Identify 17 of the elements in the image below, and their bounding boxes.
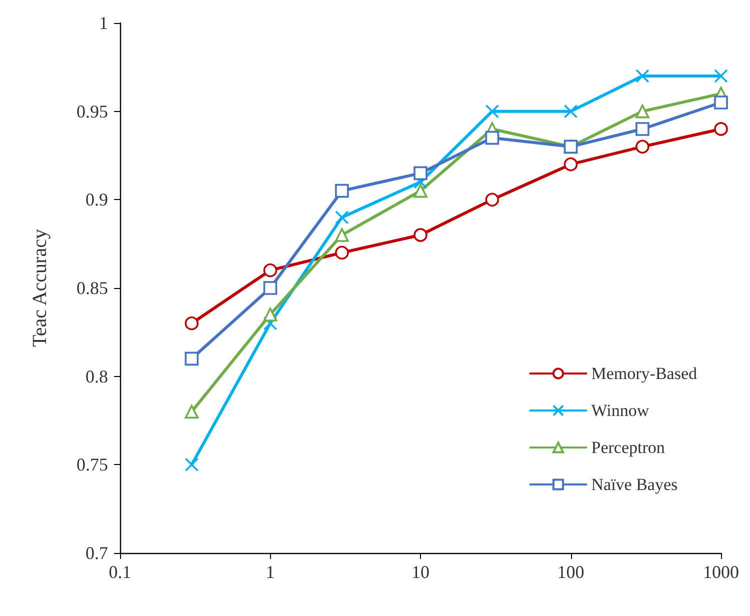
y-tick-label: 0.9 <box>86 190 108 210</box>
y-tick-label: 0.95 <box>76 101 108 122</box>
y-tick-label: 0.75 <box>76 454 108 475</box>
legend-label: Winnow <box>591 401 650 420</box>
x-tick-label: 0.1 <box>108 562 132 582</box>
x-tick-label: 10 <box>412 562 430 582</box>
y-tick-label: 0.8 <box>86 366 108 386</box>
y-axis-title: Teac Accuracy <box>29 229 51 347</box>
legend-label: Perceptron <box>591 438 666 457</box>
x-tick-label: 1000 <box>703 562 739 582</box>
y-tick-label: 1 <box>99 13 108 33</box>
legend-label: Memory-Based <box>591 364 698 383</box>
y-tick-label: 0.85 <box>76 278 108 298</box>
x-tick-label: 1 <box>266 562 275 582</box>
legend-label: Naïve Bayes <box>591 475 678 494</box>
y-tick-label: 0.7 <box>86 543 108 563</box>
x-tick-label: 100 <box>557 562 584 582</box>
